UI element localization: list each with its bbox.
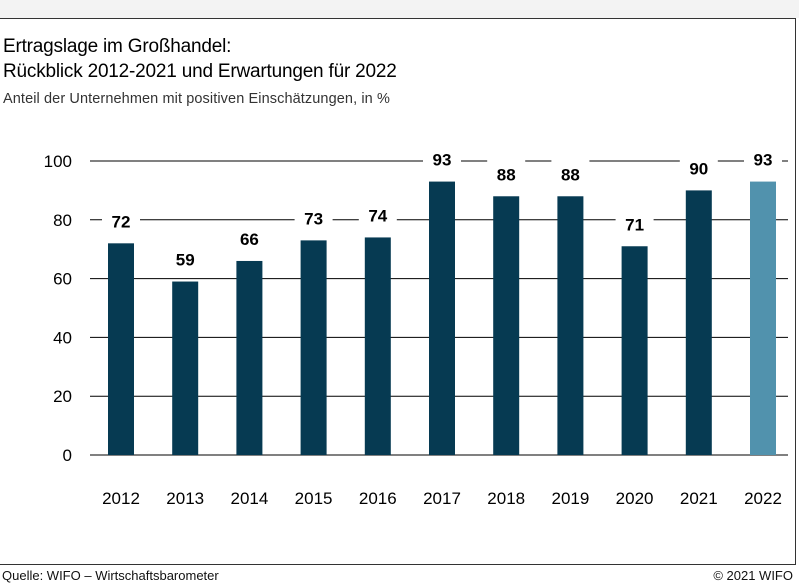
- y-tick-label: 40: [53, 328, 72, 347]
- value-label-background: [230, 223, 269, 250]
- value-label-background: [102, 206, 140, 233]
- top-band: [0, 0, 799, 18]
- x-tick-label: 2012: [102, 489, 140, 508]
- bar: [685, 190, 712, 455]
- bar: [300, 240, 327, 455]
- chart-frame: [0, 18, 796, 565]
- value-label-background: [294, 203, 333, 230]
- bar-chart: 0 20 40 60 80 100 72 2012 59 2013 66 2014 73 2015 74 20…: [44, 144, 788, 508]
- value-label-background: [358, 200, 397, 227]
- x-tick-label: 2019: [551, 489, 589, 508]
- bar: [557, 196, 584, 455]
- data-label: 93: [754, 151, 773, 170]
- bar: [172, 281, 199, 455]
- data-label: 59: [176, 251, 195, 270]
- y-tick-label: 100: [44, 152, 72, 171]
- x-tick-label: 2022: [744, 489, 782, 508]
- y-tick-label: 0: [63, 446, 72, 465]
- x-tick-label: 2014: [230, 489, 268, 508]
- bar: [108, 243, 134, 455]
- data-label: 72: [112, 212, 131, 231]
- title-line-1: Ertragslage im Großhandel:: [3, 36, 232, 57]
- bar: [429, 181, 455, 455]
- bar: [750, 181, 776, 455]
- bar: [493, 196, 520, 455]
- data-label: 88: [561, 165, 580, 184]
- data-label: 90: [689, 159, 708, 178]
- value-label-background: [679, 153, 718, 180]
- x-tick-label: 2018: [487, 489, 525, 508]
- value-label-background: [744, 144, 782, 171]
- data-label: 73: [304, 209, 323, 228]
- copyright-note: © 2021 WIFO: [713, 568, 793, 583]
- chart-subtitle: Anteil der Unternehmen mit positiven Ein…: [3, 91, 390, 107]
- x-tick-label: 2020: [616, 489, 654, 508]
- x-tick-label: 2016: [359, 489, 397, 508]
- data-label: 66: [240, 230, 259, 249]
- value-label-background: [166, 244, 205, 271]
- data-label: 93: [433, 151, 452, 170]
- data-label: 88: [497, 165, 516, 184]
- source-note: Quelle: WIFO – Wirtschaftsbarometer: [2, 568, 219, 583]
- value-label-background: [551, 159, 590, 186]
- x-tick-label: 2013: [166, 489, 204, 508]
- chart-title: Ertragslage im Großhandel: Rückblick 201…: [3, 34, 397, 84]
- y-tick-label: 60: [53, 270, 72, 289]
- bar: [364, 237, 391, 455]
- data-label: 71: [625, 215, 644, 234]
- value-label-background: [615, 209, 654, 236]
- value-label-background: [423, 144, 461, 171]
- bar: [236, 260, 263, 455]
- bar: [621, 246, 648, 455]
- value-label-background: [487, 159, 526, 186]
- title-line-2: Rückblick 2012-2021 und Erwartungen für …: [3, 61, 397, 82]
- y-tick-label: 20: [53, 387, 72, 406]
- x-tick-label: 2015: [295, 489, 333, 508]
- x-tick-label: 2017: [423, 489, 461, 508]
- x-tick-label: 2021: [680, 489, 718, 508]
- y-tick-label: 80: [53, 211, 72, 230]
- data-label: 74: [368, 206, 387, 225]
